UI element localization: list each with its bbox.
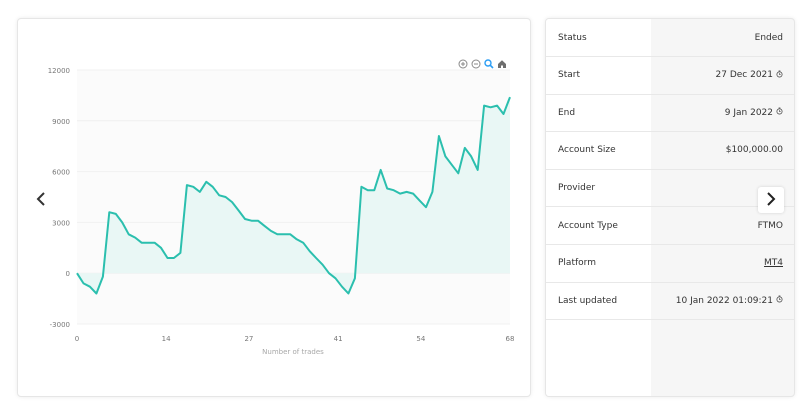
detail-value: Ended xyxy=(755,33,783,43)
detail-value-text: 27 Dec 2021 xyxy=(715,70,774,81)
detail-row: Last updated 10 Jan 2022 01:09:21 xyxy=(546,282,794,321)
detail-value[interactable]: MT4 xyxy=(764,258,783,268)
next-button[interactable] xyxy=(758,187,784,213)
chevron-right-icon xyxy=(766,191,776,210)
account-details-panel: Status Ended Start 27 Dec 2021 End 9 Jan 2022… xyxy=(545,18,795,397)
detail-row: Status Ended xyxy=(546,19,794,57)
detail-value: $100,000.00 xyxy=(726,145,783,155)
detail-label: Provider xyxy=(558,182,596,193)
stopwatch-icon xyxy=(776,295,783,306)
detail-value: 10 Jan 2022 01:09:21 xyxy=(676,295,783,306)
detail-label: Platform xyxy=(558,258,596,269)
detail-label: End xyxy=(558,107,576,118)
chevron-left-icon xyxy=(36,191,46,210)
stopwatch-icon xyxy=(776,107,783,118)
chart-toolbar xyxy=(458,54,507,69)
magnify-icon[interactable] xyxy=(484,54,494,69)
detail-value-text: FTMO xyxy=(757,220,783,231)
previous-button[interactable] xyxy=(28,187,54,213)
home-icon[interactable] xyxy=(497,54,507,68)
detail-row: End 9 Jan 2022 xyxy=(546,94,794,133)
zoom-out-icon[interactable] xyxy=(471,54,481,69)
detail-label: Account Type xyxy=(558,220,618,231)
detail-row: Provider xyxy=(546,169,794,208)
zoom-in-icon[interactable] xyxy=(458,54,468,69)
detail-row: Account Size $100,000.00 xyxy=(546,132,794,170)
detail-label: Account Size xyxy=(558,145,616,156)
detail-row: Platform MT4 xyxy=(546,245,794,283)
detail-value: FTMO xyxy=(758,221,783,231)
detail-value-text: MT4 xyxy=(764,258,783,269)
detail-row: Start 27 Dec 2021 xyxy=(546,57,794,95)
detail-value-text: Ended xyxy=(754,32,783,43)
detail-label: Last updated xyxy=(558,295,618,306)
detail-label: Start xyxy=(558,70,580,81)
stopwatch-icon xyxy=(776,70,783,81)
detail-value: 27 Dec 2021 xyxy=(716,70,784,81)
detail-value-text: $100,000.00 xyxy=(725,145,783,156)
detail-value: 9 Jan 2022 xyxy=(725,107,783,118)
detail-row: Account Type FTMO xyxy=(546,207,794,245)
detail-value-text: 10 Jan 2022 01:09:21 xyxy=(675,295,773,306)
detail-label: Status xyxy=(558,32,587,43)
detail-value-text: 9 Jan 2022 xyxy=(724,107,773,118)
chart-card xyxy=(17,18,531,397)
